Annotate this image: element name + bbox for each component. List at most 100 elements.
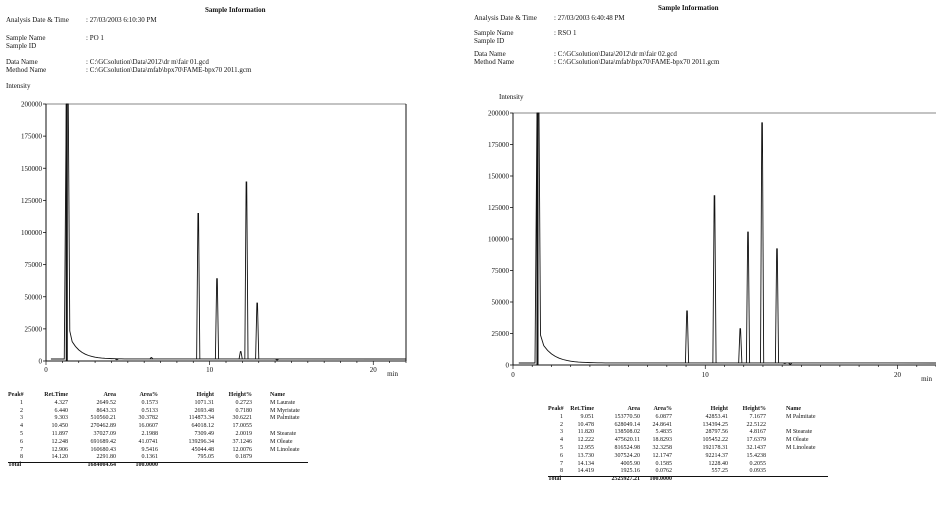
cell-peak: 2	[20, 407, 23, 414]
cell-area: 475620.11	[614, 437, 640, 444]
cell-peak: 6	[20, 438, 23, 445]
table-row: 5 11.897 37027.09 2.1988 7309.49 2.0019 M Stea…	[8, 431, 458, 439]
table-header: Peak# Ret.Time Area Area% Height Height% Name	[548, 406, 928, 414]
cell-height-pct: 0.1879	[235, 454, 253, 461]
cell-height-pct: 7.1677	[749, 413, 767, 420]
x-axis-label: min	[921, 375, 932, 383]
section-title: Sample Information	[205, 6, 266, 14]
table-row: 3 11.820 138508.02 5.4835 28797.56 4.8167 M St…	[548, 429, 928, 437]
cell-ret-time: 14.419	[577, 468, 595, 475]
cell-peak: 7	[560, 460, 563, 467]
cell-area: 1684004.64	[87, 462, 117, 469]
cell-name: M Stearate	[270, 430, 297, 437]
report-left: Sample Information Analysis Date & Time …	[6, 6, 458, 469]
x-tick-label: 10	[206, 366, 214, 374]
cell-ret-time: 12.222	[577, 437, 595, 444]
cell-peak: 4	[560, 437, 563, 444]
cell-area: 37027.09	[93, 430, 117, 437]
cell-height: 42853.41	[705, 413, 729, 420]
table-row: 2 6.440 8643.33 0.5133 2693.48 0.7180 M Myrist…	[8, 408, 458, 416]
cell-name: M Oleate	[270, 438, 293, 445]
cell-area-pct: 5.4835	[655, 429, 673, 436]
cell-peak: 1	[20, 399, 23, 406]
cell-height-pct: 0.0935	[749, 468, 767, 475]
y-tick-label: 125000	[488, 204, 510, 212]
y-tick-label: 50000	[25, 293, 43, 301]
y-tick-label: 100000	[21, 229, 43, 237]
cell-peak: 3	[560, 429, 563, 436]
cell-peak: Total	[8, 462, 22, 469]
cell-height-pct: 22.5122	[746, 421, 767, 428]
cell-area-pct: 32.3258	[652, 444, 673, 451]
field-label-method-name: Method Name	[6, 66, 47, 74]
cell-ret-time: 6.440	[54, 407, 69, 414]
report-right: Sample Information Analysis Date & Time …	[468, 0, 936, 526]
cell-area: 2291.80	[96, 454, 117, 461]
x-axis-label: min	[387, 370, 398, 378]
cell-height: 28797.56	[705, 429, 729, 436]
y-tick-label: 75000	[492, 267, 510, 275]
cell-name: Name	[786, 406, 801, 412]
cell-ret-time: 12.906	[51, 446, 69, 453]
cell-peak: Peak#	[548, 406, 564, 412]
chromatogram-chart: Intensity 0 25000 50000 75000 100000 125000 150…	[488, 93, 936, 383]
peak-2	[149, 357, 154, 360]
cell-height-pct: 17.0055	[232, 423, 253, 430]
peak-6	[774, 248, 780, 364]
y-tick-label: 150000	[21, 165, 43, 173]
peak-1	[684, 310, 690, 364]
peak-table: Peak# Ret.Time Area Area% Height Height% Name 1…	[548, 406, 928, 484]
cell-peak: 4	[20, 423, 23, 430]
y-tick-label: 200000	[488, 110, 510, 118]
cell-name: M Laurate	[270, 399, 296, 406]
cell-ret-time: 14.134	[577, 460, 595, 467]
cell-height-pct: 2.0019	[235, 430, 253, 437]
cell-height: 795.05	[197, 454, 215, 461]
peak-6	[244, 181, 249, 360]
cell-height: 1228.40	[708, 460, 729, 467]
cell-height-pct: 12.0076	[232, 446, 253, 453]
field-label-sample-name: Sample Name	[6, 34, 46, 42]
cell-height: 1071.31	[194, 399, 215, 406]
y-tick-label: 175000	[21, 133, 43, 141]
cell-name: M Palmitate	[786, 413, 816, 420]
field-label-sample-id: Sample ID	[474, 37, 505, 45]
table-row: 2 10.478 628049.14 24.8641 134394.25 22.5122	[548, 422, 928, 430]
y-tick-label: 50000	[492, 299, 510, 307]
x-tick-label: 20	[894, 371, 902, 379]
field-value-sample-name: : PO 1	[86, 34, 104, 42]
chromatogram-chart: Intensity 0 25000 50000 75000 100000 125000 150…	[6, 82, 407, 378]
cell-height: 92214.37	[705, 452, 729, 459]
field-value-method-name: : C:\GCsolution\Data\mfab\bpx70\FAME-bpx…	[86, 66, 252, 74]
cell-peak: 5	[560, 444, 563, 451]
cell-area-pct: 18.8293	[652, 437, 673, 444]
cell-area: Area	[103, 392, 116, 398]
table-row: 1 9.051 153770.50 6.0877 42853.41 7.1677 M Pal…	[548, 414, 928, 422]
cell-peak: 1	[560, 413, 563, 420]
cell-name: Name	[270, 392, 285, 398]
cell-area-pct: 30.3782	[138, 415, 159, 422]
field-value-sample-name: : RSO 1	[554, 29, 577, 37]
cell-area: 510560.21	[90, 415, 117, 422]
y-tick-label: 0	[506, 362, 510, 370]
cell-height: 134394.25	[702, 421, 729, 428]
cell-area-pct: 0.5133	[141, 407, 159, 414]
cell-area-pct: 12.1747	[652, 452, 673, 459]
cell-area-pct: 16.0607	[138, 423, 159, 430]
field-value-method-name: : C:\GCsolution\Data\mfab\bpx70\FAME-bpx…	[554, 58, 720, 66]
cell-ret-time: 10.450	[51, 423, 69, 430]
cell-area-pct: 100.0000	[135, 462, 159, 469]
y-tick-label: 75000	[25, 261, 43, 269]
field-label-data-name: Data Name	[6, 58, 38, 66]
cell-area-pct: 0.1361	[141, 454, 159, 461]
y-axis-label: Intensity	[499, 93, 524, 101]
table-rule	[8, 461, 308, 463]
cell-area-pct: 9.5416	[141, 446, 159, 453]
peak-3	[738, 328, 743, 364]
baseline-trace	[50, 103, 407, 360]
peak-3	[196, 212, 201, 360]
cell-area-pct: 100.0000	[649, 476, 673, 483]
table-row: 7 14.134 4005.90 0.1585 1228.40 0.2055	[548, 461, 928, 469]
table-row: 4 12.222 475620.11 18.8293 105452.22 17.6379 M…	[548, 437, 928, 445]
table-row: 7 12.906 160680.43 9.5416 45044.48 12.0076 M L…	[8, 447, 458, 455]
